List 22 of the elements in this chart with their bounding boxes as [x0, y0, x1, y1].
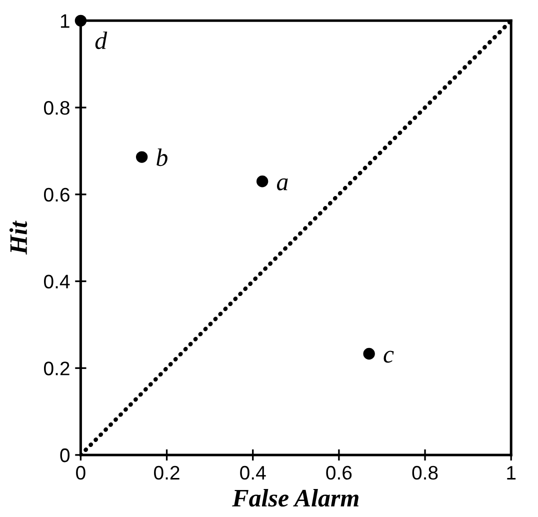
x-tick-label: 0.2: [154, 466, 180, 480]
y-tick-label: 1: [60, 14, 70, 28]
point: [363, 348, 375, 360]
x-tick-label: 0.6: [326, 466, 352, 480]
y-tick-label: 0: [60, 448, 70, 462]
x-axis-title: False Alarm: [232, 489, 358, 507]
y-axis-title: Hit: [9, 220, 28, 255]
x-tick-label: 0.8: [412, 466, 438, 480]
point: [256, 176, 268, 188]
y-tick-label: 0.2: [44, 362, 70, 376]
x-tick-label: 1: [507, 466, 516, 480]
x-tick-label: 0.4: [240, 466, 266, 480]
annotation: c: [384, 350, 394, 363]
annotation: d: [95, 32, 108, 50]
y-tick-label: 0.4: [44, 274, 70, 288]
annotation: b: [156, 148, 168, 166]
annotation: a: [276, 178, 288, 190]
y-tick-label: 0.6: [44, 188, 70, 202]
point: [136, 151, 148, 163]
x-tick-label: 0: [76, 466, 86, 480]
point: [74, 14, 87, 27]
y-tick-label: 0.8: [44, 101, 70, 115]
